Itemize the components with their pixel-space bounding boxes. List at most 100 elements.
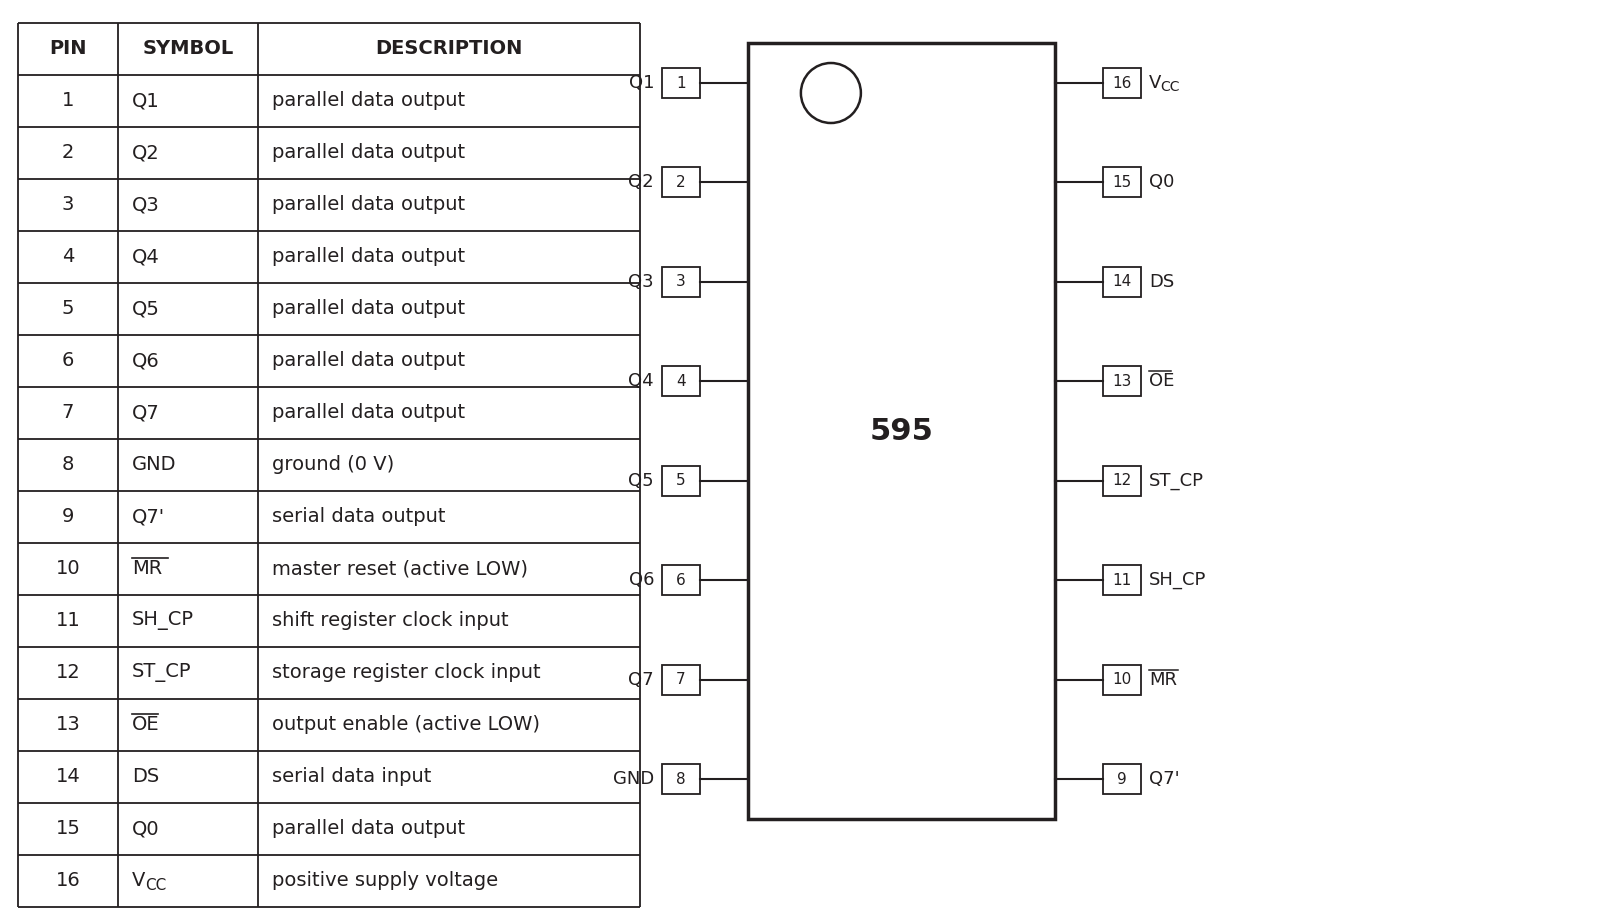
Text: 7: 7 <box>677 672 686 687</box>
Bar <box>1102 565 1141 595</box>
Text: parallel data output: parallel data output <box>272 300 466 319</box>
Text: 13: 13 <box>56 715 80 734</box>
Text: GND: GND <box>131 456 176 475</box>
Text: MR: MR <box>1149 670 1178 689</box>
Text: serial data input: serial data input <box>272 767 432 786</box>
Text: MR: MR <box>131 559 162 578</box>
Text: Q7': Q7' <box>1149 770 1179 788</box>
Text: 3: 3 <box>677 274 686 290</box>
Text: master reset (active LOW): master reset (active LOW) <box>272 559 528 578</box>
Bar <box>662 267 701 297</box>
Text: Q1: Q1 <box>131 91 160 110</box>
Bar <box>662 565 701 595</box>
Text: SH_CP: SH_CP <box>131 611 194 630</box>
Text: Q6: Q6 <box>131 352 160 371</box>
Text: 5: 5 <box>62 300 74 319</box>
Text: Q3: Q3 <box>131 196 160 214</box>
Text: Q4: Q4 <box>629 373 654 390</box>
Circle shape <box>802 63 861 123</box>
Bar <box>1102 366 1141 396</box>
Text: 8: 8 <box>677 772 686 786</box>
Text: 6: 6 <box>677 573 686 588</box>
Text: DS: DS <box>131 767 160 786</box>
Text: 595: 595 <box>869 416 933 445</box>
Text: Q2: Q2 <box>131 144 160 162</box>
Text: 4: 4 <box>62 248 74 267</box>
Text: 16: 16 <box>1112 76 1131 90</box>
Text: 13: 13 <box>1112 374 1131 389</box>
Text: CC: CC <box>146 877 166 893</box>
Bar <box>662 764 701 794</box>
Text: DESCRIPTION: DESCRIPTION <box>376 39 523 58</box>
Text: 1: 1 <box>677 76 686 90</box>
Text: OE: OE <box>131 715 160 734</box>
Text: 7: 7 <box>62 404 74 423</box>
Text: positive supply voltage: positive supply voltage <box>272 872 498 890</box>
Text: serial data output: serial data output <box>272 507 445 527</box>
Text: Q5: Q5 <box>131 300 160 319</box>
Text: Q0: Q0 <box>1149 173 1174 191</box>
Text: 9: 9 <box>1117 772 1126 786</box>
Bar <box>662 664 701 694</box>
Text: Q5: Q5 <box>629 472 654 490</box>
Text: 16: 16 <box>56 872 80 890</box>
Text: 14: 14 <box>56 767 80 786</box>
Text: 5: 5 <box>677 473 686 488</box>
Text: 12: 12 <box>56 663 80 682</box>
Text: ST_CP: ST_CP <box>131 663 192 682</box>
Text: Q0: Q0 <box>131 820 160 838</box>
Text: 10: 10 <box>56 559 80 578</box>
Text: DS: DS <box>1149 273 1174 291</box>
Text: parallel data output: parallel data output <box>272 248 466 267</box>
Bar <box>749 43 1054 819</box>
Text: parallel data output: parallel data output <box>272 820 466 838</box>
Text: parallel data output: parallel data output <box>272 196 466 214</box>
Bar <box>662 466 701 496</box>
Text: ST_CP: ST_CP <box>1149 472 1205 490</box>
Text: ground (0 V): ground (0 V) <box>272 456 394 475</box>
Text: parallel data output: parallel data output <box>272 352 466 371</box>
Text: 2: 2 <box>62 144 74 162</box>
Text: V: V <box>131 872 146 890</box>
Text: Q7: Q7 <box>629 670 654 689</box>
Text: 6: 6 <box>62 352 74 371</box>
Text: output enable (active LOW): output enable (active LOW) <box>272 715 541 734</box>
Text: 8: 8 <box>62 456 74 475</box>
Text: storage register clock input: storage register clock input <box>272 663 541 682</box>
Bar <box>1102 466 1141 496</box>
Text: Q7: Q7 <box>131 404 160 423</box>
Text: 10: 10 <box>1112 672 1131 687</box>
Text: 1: 1 <box>62 91 74 110</box>
Text: parallel data output: parallel data output <box>272 91 466 110</box>
Text: V: V <box>1149 74 1162 92</box>
Text: Q7': Q7' <box>131 507 165 527</box>
Text: Q6: Q6 <box>629 571 654 589</box>
Text: 12: 12 <box>1112 473 1131 488</box>
Text: 9: 9 <box>62 507 74 527</box>
Text: 3: 3 <box>62 196 74 214</box>
Text: Q4: Q4 <box>131 248 160 267</box>
Bar <box>1102 168 1141 198</box>
Bar <box>1102 267 1141 297</box>
Text: SYMBOL: SYMBOL <box>142 39 234 58</box>
Text: 14: 14 <box>1112 274 1131 290</box>
Text: 11: 11 <box>1112 573 1131 588</box>
Text: parallel data output: parallel data output <box>272 144 466 162</box>
Bar <box>662 168 701 198</box>
Text: Q2: Q2 <box>629 173 654 191</box>
Bar <box>662 68 701 98</box>
Text: 4: 4 <box>677 374 686 389</box>
Text: PIN: PIN <box>50 39 86 58</box>
Bar <box>1102 68 1141 98</box>
Text: parallel data output: parallel data output <box>272 404 466 423</box>
Text: 2: 2 <box>677 175 686 189</box>
Text: shift register clock input: shift register clock input <box>272 611 509 630</box>
Text: 15: 15 <box>1112 175 1131 189</box>
Bar <box>662 366 701 396</box>
Bar <box>1102 764 1141 794</box>
Text: Q1: Q1 <box>629 74 654 92</box>
Text: GND: GND <box>613 770 654 788</box>
Text: SH_CP: SH_CP <box>1149 571 1206 589</box>
Text: CC: CC <box>1160 80 1179 94</box>
Text: 15: 15 <box>56 820 80 838</box>
